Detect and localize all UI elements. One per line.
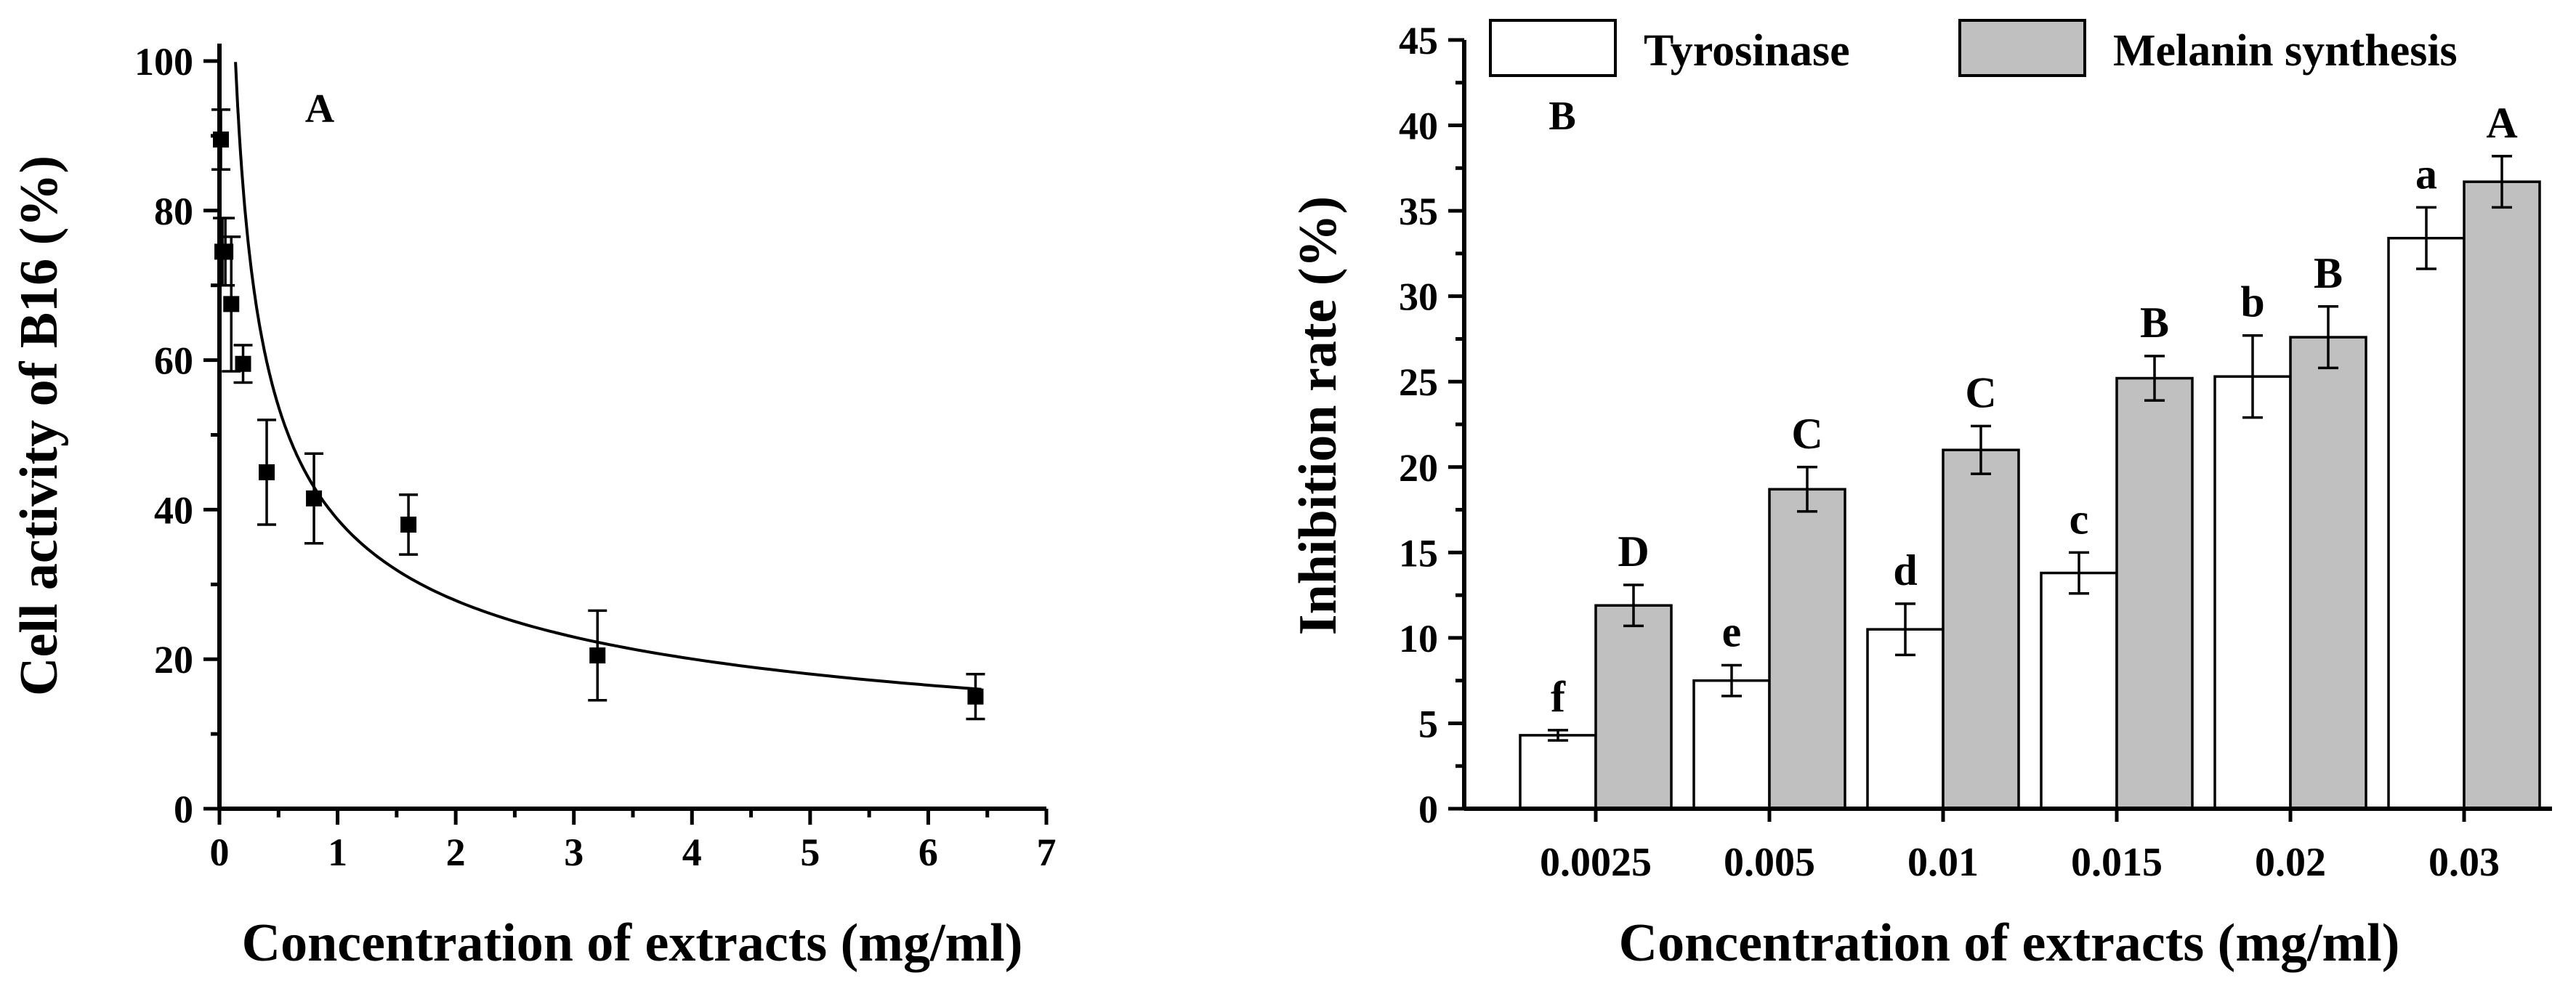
legend-swatch-melanin [1958, 19, 2086, 77]
panel-b-y-tick-label: 20 [1399, 446, 1438, 490]
panel-a-data-point [259, 464, 275, 480]
panel-a-y-axis-title: Cell activity of B16 (%) [9, 155, 69, 696]
significance-letter-tyrosinase: c [2070, 495, 2089, 543]
panel-b-x-tick-label: 0.0025 [1540, 840, 1652, 885]
bar-tyrosinase [1866, 628, 1945, 810]
bar-melanin-synthesis [1768, 488, 1846, 810]
bar-melanin-synthesis [2289, 336, 2367, 810]
significance-letter-tyrosinase: e [1722, 608, 1742, 656]
panel-a-x-tick-label: 5 [800, 831, 820, 874]
panel-a-y-tick-label: 40 [154, 488, 193, 532]
bar-tyrosinase [2213, 375, 2292, 810]
panel-a-x-axis-title: Concentration of extracts (mg/ml) [242, 913, 1023, 973]
significance-letter-melanin: B [2314, 249, 2343, 297]
panel-a-x-tick-label: 4 [682, 831, 702, 874]
significance-letter-tyrosinase: b [2240, 278, 2264, 326]
panel-b-y-tick-label: 45 [1399, 19, 1438, 62]
bar-melanin-synthesis [2115, 376, 2194, 810]
panel-a-x-tick-label: 0 [210, 831, 230, 874]
panel-a-data-point [967, 688, 984, 705]
panel-a-data-point [235, 355, 251, 372]
panel-b-y-axis-title: Inhibition rate (%) [1288, 196, 1348, 635]
panel-a-ticks: 0 1 2 3 4 5 6 7 0 20 40 60 80 100 [134, 40, 1057, 874]
significance-letter-melanin: C [1965, 368, 1996, 416]
panel-a-data-point [306, 490, 323, 506]
bar-tyrosinase [2387, 236, 2466, 810]
legend-label-melanin: Melanin synthesis [2113, 26, 2458, 76]
panel-b-y-tick-label: 0 [1418, 788, 1438, 831]
significance-letter-melanin: B [2140, 299, 2169, 347]
bar-melanin-synthesis [1942, 448, 2020, 810]
panel-b-y-tick-label: 25 [1399, 360, 1438, 404]
panel-b-y-tick-label: 15 [1399, 531, 1438, 575]
panel-b-x-axis-title: Concentration of extracts (mg/ml) [1619, 913, 2400, 973]
significance-letter-tyrosinase: f [1551, 673, 1566, 721]
panel-b-label: B [1549, 94, 1575, 139]
significance-letter-melanin: A [2486, 99, 2517, 147]
panel-b-x-tick-label: 0.005 [1724, 840, 1815, 885]
bar-melanin-synthesis [1594, 604, 1673, 810]
legend-swatch-tyrosinase [1489, 19, 1617, 77]
panel-a-y-tick-label: 60 [154, 339, 193, 383]
significance-letter-tyrosinase: d [1893, 546, 1917, 594]
panel-b-y-tick-label: 10 [1399, 617, 1438, 660]
panel-b-bars: f De Cd Cc B b Ba A [1519, 99, 2541, 810]
panel-b-x-tick-label: 0.015 [2071, 840, 2163, 885]
panel-a-y-tick-label: 80 [154, 190, 193, 233]
panel-a-y-tick-label: 0 [174, 788, 193, 831]
panel-a-x-tick-label: 3 [564, 831, 584, 874]
panel-b-y-tick-label: 35 [1399, 190, 1438, 233]
panel-a-y-tick-label: 20 [154, 638, 193, 682]
panel-b-y-tick-label: 5 [1418, 702, 1438, 746]
panel-b-y-tick-label: 30 [1399, 275, 1438, 319]
panel-a-fit-curve [234, 62, 982, 691]
bar-tyrosinase [1519, 734, 1597, 810]
panel-a-points [211, 108, 985, 721]
panel-b: 0 5 10 15 20 25 30 35 40 45 0.0025 0.005 0.01 0.015 0.… [1288, 19, 2552, 973]
panel-a-data-point [589, 647, 606, 664]
panel-b-legend: Tyrosinase Melanin synthesis [1489, 19, 2458, 77]
panel-a-y-tick-label: 100 [134, 40, 193, 84]
bar-tyrosinase [1692, 679, 1771, 810]
panel-b-ticks: 0 5 10 15 20 25 30 35 40 45 0.0025 0.005 0.01 0.015 0.… [1399, 19, 2500, 885]
panel-a-x-tick-label: 2 [446, 831, 466, 874]
panel-a-label: A [305, 86, 335, 132]
significance-letter-tyrosinase: a [2415, 150, 2437, 198]
panel-a-data-point [223, 296, 240, 312]
panel-b-x-tick-label: 0.01 [1907, 840, 1979, 885]
panel-b-y-tick-label: 40 [1399, 105, 1438, 148]
bar-melanin-synthesis [2463, 180, 2541, 810]
panel-a-fit [234, 62, 982, 691]
panel-a-x-tick-label: 6 [918, 831, 938, 874]
significance-letter-melanin: C [1791, 410, 1822, 458]
panel-a-data-point [400, 516, 417, 533]
panel-a: 0 1 2 3 4 5 6 7 0 20 40 60 80 100 A Concentration of … [9, 40, 1057, 973]
panel-b-x-tick-label: 0.02 [2255, 840, 2326, 885]
legend-label-tyrosinase: Tyrosinase [1644, 26, 1850, 76]
panel-a-x-tick-label: 1 [328, 831, 347, 874]
bar-tyrosinase [2040, 571, 2118, 810]
panel-a-x-tick-label: 7 [1037, 831, 1057, 874]
significance-letter-melanin: D [1618, 528, 1649, 575]
panel-b-x-tick-label: 0.03 [2428, 840, 2500, 885]
